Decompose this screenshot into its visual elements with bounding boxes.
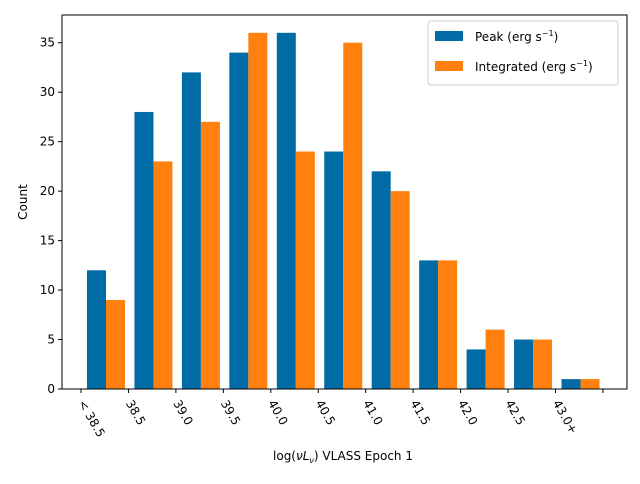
bar-peak-4 bbox=[276, 32, 296, 390]
bar-integrated-0 bbox=[106, 299, 125, 389]
bar-peak-6 bbox=[371, 171, 391, 389]
legend: Peak (erg s−1) Integrated (erg s−1) bbox=[427, 20, 619, 86]
legend-label-integrated-close: ) bbox=[588, 60, 593, 74]
legend-swatch-peak bbox=[435, 31, 463, 41]
y-tick-label-5: 5 bbox=[47, 333, 55, 347]
y-tick-label-15: 15 bbox=[40, 234, 55, 248]
bar-peak-8 bbox=[466, 349, 486, 389]
x-axis-label-L: L bbox=[303, 449, 310, 463]
y-tick-label-35: 35 bbox=[40, 36, 55, 50]
y-tick-label-0: 0 bbox=[47, 382, 55, 396]
x-axis-label: log(νLν) VLASS Epoch 1 bbox=[273, 449, 413, 465]
bar-peak-10 bbox=[561, 379, 581, 389]
bar-peak-7 bbox=[419, 260, 439, 389]
bar-peak-2 bbox=[181, 72, 201, 389]
y-tick-label-20: 20 bbox=[40, 184, 55, 198]
legend-swatch-integrated bbox=[435, 61, 463, 71]
legend-label-integrated-exp: −1 bbox=[576, 59, 588, 68]
axes-frame bbox=[61, 14, 628, 390]
legend-label-peak: Peak (erg s−1) bbox=[475, 29, 558, 44]
bar-integrated-10 bbox=[580, 379, 600, 389]
x-axis-label-nu: ν bbox=[296, 449, 303, 463]
bar-integrated-5 bbox=[343, 42, 363, 389]
bar-integrated-3 bbox=[248, 32, 268, 390]
x-axis-label-prefix: log( bbox=[273, 449, 296, 463]
legend-frame bbox=[427, 20, 619, 86]
y-axis-label: Count bbox=[16, 184, 30, 220]
bar-integrated-9 bbox=[533, 339, 553, 389]
y-tick-label-10: 10 bbox=[40, 283, 55, 297]
bar-integrated-6 bbox=[390, 191, 410, 389]
x-axis-label-subscript: ν bbox=[309, 456, 314, 465]
bar-peak-5 bbox=[324, 151, 344, 389]
bar-peak-0 bbox=[87, 270, 106, 389]
y-tick-label-30: 30 bbox=[40, 85, 55, 99]
legend-label-peak-text: Peak (erg s bbox=[475, 30, 542, 44]
legend-label-peak-exp: −1 bbox=[542, 29, 554, 38]
bar-integrated-8 bbox=[485, 329, 505, 389]
legend-label-integrated-text: Integrated (erg s bbox=[475, 60, 576, 74]
bar-integrated-7 bbox=[438, 260, 458, 389]
x-axis-label-suffix: ) VLASS Epoch 1 bbox=[314, 449, 413, 463]
bar-peak-9 bbox=[514, 339, 534, 389]
axes-layer bbox=[61, 14, 628, 390]
y-tick-label-25: 25 bbox=[40, 135, 55, 149]
legend-label-peak-close: ) bbox=[554, 30, 559, 44]
legend-label-integrated: Integrated (erg s−1) bbox=[475, 59, 593, 74]
bars-layer bbox=[87, 32, 600, 390]
bar-peak-3 bbox=[229, 52, 249, 389]
bar-peak-1 bbox=[134, 111, 154, 390]
bar-integrated-4 bbox=[295, 151, 315, 389]
bar-integrated-1 bbox=[153, 161, 173, 389]
bar-integrated-2 bbox=[200, 121, 220, 390]
